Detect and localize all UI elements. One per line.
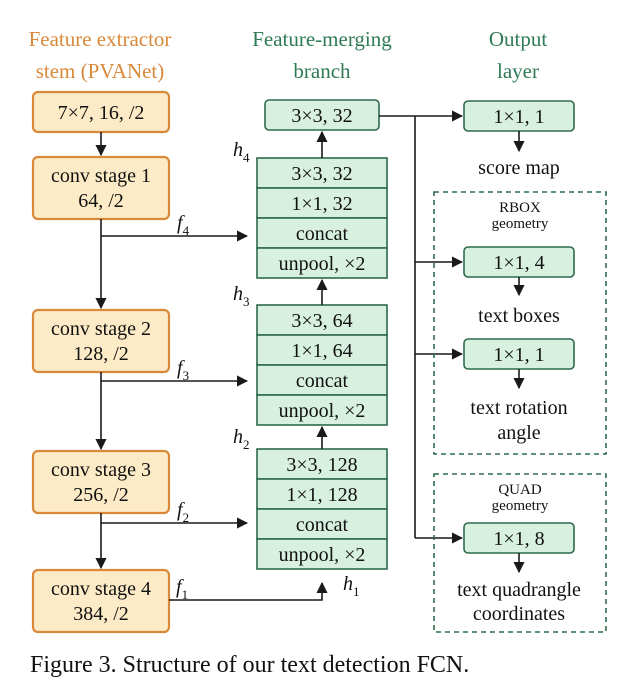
- merge-block-4-label-3: unpool, ×2: [279, 253, 366, 275]
- h2-label: h2: [233, 426, 250, 452]
- stem-input-label: 7×7, 16, /2: [58, 102, 145, 124]
- rbox-boxes-conv-label: 1×1, 4: [493, 252, 544, 274]
- text-quadrangle-label-line1: text quadrangle: [457, 579, 581, 601]
- conv-stage-1-spec: 64, /2: [78, 190, 124, 212]
- rbox-geometry-group: [433, 191, 607, 455]
- h3-label: h3: [233, 283, 250, 309]
- f1-label: f1: [176, 576, 188, 602]
- merge-block-2-label-0: 3×3, 128: [286, 454, 357, 476]
- score-conv-label: 1×1, 1: [493, 106, 544, 128]
- merge-title-line2: branch: [293, 59, 351, 83]
- quad-title-line2: geometry: [492, 498, 549, 514]
- f1-arrow: [169, 581, 328, 601]
- merge-block-3-row-1: [256, 334, 388, 366]
- merge-block-4-label-1: 1×1, 32: [291, 193, 352, 215]
- h1-label: h1: [343, 573, 360, 599]
- conv-stage-2-name: conv stage 2: [51, 318, 151, 340]
- f3-label: f3: [177, 357, 189, 383]
- conv-stage-1-name: conv stage 1: [51, 165, 151, 187]
- f2-label: f2: [177, 499, 189, 525]
- conv-stage-3-name: conv stage 3: [51, 459, 151, 481]
- conv-stage-4-name: conv stage 4: [51, 578, 151, 600]
- merge-block-4: 3×3, 32 1×1, 32 concat unpool, ×2: [256, 157, 388, 279]
- score-map-label: score map: [478, 157, 560, 179]
- conv-stage-4-box: [31, 568, 171, 634]
- quad-geometry-group: [433, 473, 607, 633]
- stem-title-line2: stem (PVANet): [36, 59, 165, 83]
- merge-block-2-label-2: concat: [296, 514, 349, 536]
- rbox-title-line2: geometry: [492, 216, 549, 232]
- merge-block-4-label-2: concat: [296, 223, 349, 245]
- text-rotation-label-line2: angle: [497, 422, 540, 444]
- merge-block-3-label-1: 1×1, 64: [291, 340, 352, 362]
- rbox-title-line1: RBOX: [499, 200, 541, 216]
- merge-block-3-row-2: [256, 364, 388, 396]
- conv-stage-2-spec: 128, /2: [73, 343, 129, 365]
- text-rotation-label-line1: text rotation: [470, 397, 567, 419]
- merge-block-2-row-3: [256, 538, 388, 570]
- merge-block-2: 3×3, 128 1×1, 128 concat unpool, ×2: [256, 448, 388, 570]
- merge-block-4-row-3: [256, 247, 388, 279]
- merge-block-3-label-0: 3×3, 64: [291, 310, 352, 332]
- h4-label: h4: [233, 139, 250, 165]
- merge-block-3-label-3: unpool, ×2: [279, 400, 366, 422]
- output-title-line1: Output: [489, 27, 548, 51]
- merge-block-2-row-0: [256, 448, 388, 480]
- output-title-line2: layer: [497, 59, 539, 83]
- stem-title-line1: Feature extractor: [29, 27, 172, 51]
- text-quadrangle-label-line2: coordinates: [473, 603, 565, 625]
- rbox-angle-conv-label: 1×1, 1: [493, 344, 544, 366]
- figure-caption: Figure 3. Structure of our text detectio…: [30, 652, 469, 678]
- merge-block-3-label-2: concat: [296, 370, 349, 392]
- quad-conv-label: 1×1, 8: [493, 528, 544, 550]
- quad-title-line1: QUAD: [498, 482, 541, 498]
- merge-block-4-label-0: 3×3, 32: [291, 163, 352, 185]
- conv-stage-4-spec: 384, /2: [73, 603, 129, 625]
- merge-top-conv-box: [264, 99, 380, 131]
- merge-block-2-label-3: unpool, ×2: [279, 544, 366, 566]
- text-boxes-label: text boxes: [478, 305, 560, 327]
- merge-block-3-row-3: [256, 394, 388, 426]
- merge-block-3: 3×3, 64 1×1, 64 concat unpool, ×2: [256, 304, 388, 426]
- f4-label: f4: [177, 212, 190, 238]
- merge-top-conv-label: 3×3, 32: [291, 105, 352, 127]
- merge-block-2-label-1: 1×1, 128: [286, 484, 357, 506]
- merge-title-line1: Feature-merging: [252, 27, 392, 51]
- conv-stage-3-spec: 256, /2: [73, 484, 129, 506]
